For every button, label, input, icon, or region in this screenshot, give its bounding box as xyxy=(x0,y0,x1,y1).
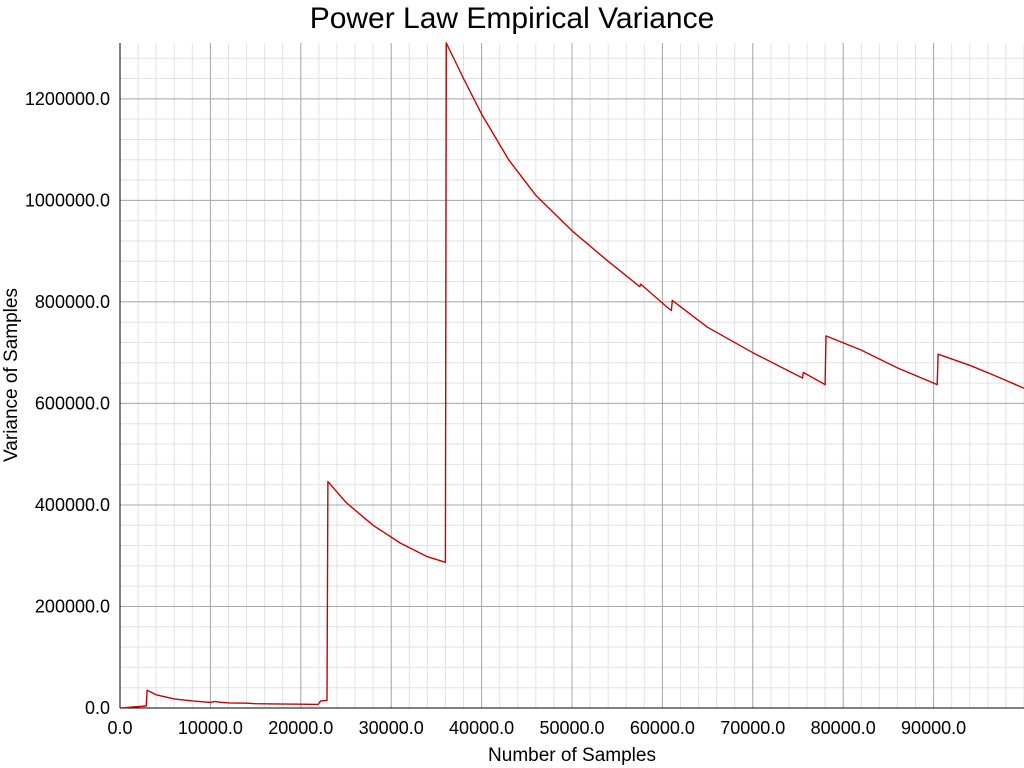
x-tick-label: 90000.0 xyxy=(901,718,966,738)
y-tick-label: 600000.0 xyxy=(35,393,110,413)
axes xyxy=(119,43,1024,709)
x-tick-label: 30000.0 xyxy=(359,718,424,738)
x-tick-label: 70000.0 xyxy=(720,718,785,738)
y-tick-label: 200000.0 xyxy=(35,596,110,616)
variance-series-line xyxy=(119,42,1024,709)
x-axis-label: Number of Samples xyxy=(488,745,656,766)
y-tick-labels: 0.0 200000.0 400000.0 600000.0 800000.0 10000… xyxy=(25,89,110,718)
y-tick-label: 1200000.0 xyxy=(25,89,110,109)
y-axis-label: Variance of Samples xyxy=(1,288,22,462)
x-tick-label: 50000.0 xyxy=(539,718,604,738)
y-tick-label: 400000.0 xyxy=(35,495,110,515)
x-tick-labels: 0.0 10000.0 20000.0 30000.0 40000.0 50000.0 60… xyxy=(107,718,966,738)
x-tick-label: 10000.0 xyxy=(178,718,243,738)
series-layer xyxy=(119,42,1024,709)
x-tick-label: 20000.0 xyxy=(268,718,333,738)
x-tick-label: 40000.0 xyxy=(449,718,514,738)
x-tick-label: 60000.0 xyxy=(630,718,695,738)
y-tick-label: 800000.0 xyxy=(35,292,110,312)
x-tick-label: 80000.0 xyxy=(811,718,876,738)
y-tick-label: 0.0 xyxy=(85,698,110,718)
major-grid xyxy=(119,43,1024,709)
x-tick-label: 0.0 xyxy=(107,718,132,738)
y-tick-label: 1000000.0 xyxy=(25,190,110,210)
chart-title: Power Law Empirical Variance xyxy=(309,2,715,35)
